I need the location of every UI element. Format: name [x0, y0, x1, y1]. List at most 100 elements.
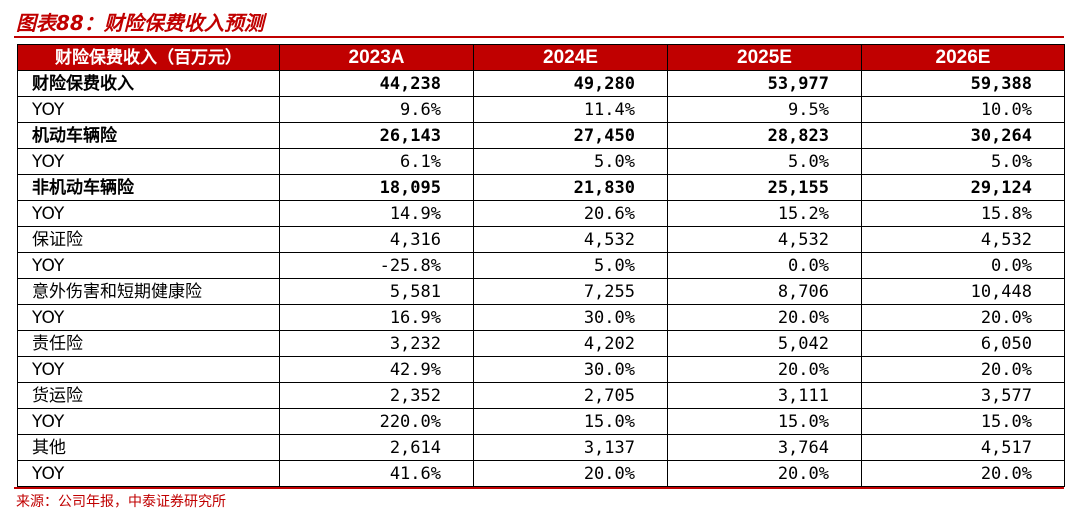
value-cell: 20.6%	[473, 200, 668, 227]
table-row: YOY 9.6% 11.4% 9.5% 10.0%	[17, 96, 1065, 123]
row-label: 保证险	[17, 226, 280, 253]
value-cell: 5.0%	[473, 252, 668, 279]
row-label: YOY	[17, 200, 280, 227]
row-label: YOY	[17, 408, 280, 435]
table-row: 意外伤害和短期健康险 5,581 7,255 8,706 10,448	[17, 278, 1065, 305]
table-row: YOY 6.1% 5.0% 5.0% 5.0%	[17, 148, 1065, 175]
table-row: YOY 42.9% 30.0% 20.0% 20.0%	[17, 356, 1065, 383]
value-cell: 3,764	[667, 434, 862, 461]
value-cell: 27,450	[473, 122, 668, 149]
header-cell-2025e: 2025E	[667, 44, 862, 71]
value-cell: 20.0%	[667, 304, 862, 331]
value-cell: 5,581	[279, 278, 474, 305]
row-label: YOY	[17, 148, 280, 175]
value-cell: 4,532	[861, 226, 1065, 253]
table-row: 财险保费收入 44,238 49,280 53,977 59,388	[17, 70, 1065, 97]
value-cell: 20.0%	[861, 356, 1065, 383]
value-cell: 3,111	[667, 382, 862, 409]
table-body: 财险保费收入 44,238 49,280 53,977 59,388 YOY 9.6% 11.…	[17, 70, 1065, 487]
value-cell: 20.0%	[667, 356, 862, 383]
value-cell: 4,532	[473, 226, 668, 253]
figure-title-bar: 图表88：财险保费收入预测	[0, 0, 1080, 38]
value-cell: 5.0%	[667, 148, 862, 175]
value-cell: 26,143	[279, 122, 474, 149]
row-label: 机动车辆险	[17, 122, 280, 149]
row-label: YOY	[17, 460, 280, 487]
value-cell: 21,830	[473, 174, 668, 201]
table-row: 保证险 4,316 4,532 4,532 4,532	[17, 226, 1065, 253]
value-cell: 14.9%	[279, 200, 474, 227]
value-cell: 10,448	[861, 278, 1065, 305]
value-cell: 20.0%	[861, 304, 1065, 331]
value-cell: 20.0%	[473, 460, 668, 487]
source-divider	[14, 487, 1064, 489]
table-header-row: 财险保费收入（百万元） 2023A 2024E 2025E 2026E	[17, 44, 1065, 71]
source-note: 来源：公司年报，中泰证券研究所	[16, 494, 226, 510]
title-divider	[14, 36, 1064, 38]
value-cell: 9.5%	[667, 96, 862, 123]
value-cell: 3,577	[861, 382, 1065, 409]
row-label: YOY	[17, 304, 280, 331]
value-cell: 4,202	[473, 330, 668, 357]
value-cell: 44,238	[279, 70, 474, 97]
value-cell: 9.6%	[279, 96, 474, 123]
value-cell: 42.9%	[279, 356, 474, 383]
value-cell: 3,232	[279, 330, 474, 357]
value-cell: 4,532	[667, 226, 862, 253]
value-cell: 2,352	[279, 382, 474, 409]
value-cell: 3,137	[473, 434, 668, 461]
header-cell-label: 财险保费收入（百万元）	[17, 44, 280, 71]
row-label: 意外伤害和短期健康险	[17, 278, 280, 305]
value-cell: 2,614	[279, 434, 474, 461]
value-cell: 6.1%	[279, 148, 474, 175]
value-cell: 53,977	[667, 70, 862, 97]
value-cell: 5.0%	[861, 148, 1065, 175]
value-cell: 49,280	[473, 70, 668, 97]
value-cell: 0.0%	[861, 252, 1065, 279]
table-row: 机动车辆险 26,143 27,450 28,823 30,264	[17, 122, 1065, 149]
row-label: YOY	[17, 252, 280, 279]
value-cell: 15.8%	[861, 200, 1065, 227]
header-cell-2024e: 2024E	[473, 44, 668, 71]
row-label: YOY	[17, 96, 280, 123]
figure-title: 图表88：财险保费收入预测	[16, 11, 264, 35]
value-cell: 5,042	[667, 330, 862, 357]
value-cell: 5.0%	[473, 148, 668, 175]
table-row: YOY 41.6% 20.0% 20.0% 20.0%	[17, 460, 1065, 487]
value-cell: 30.0%	[473, 356, 668, 383]
value-cell: 25,155	[667, 174, 862, 201]
table-row: 非机动车辆险 18,095 21,830 25,155 29,124	[17, 174, 1065, 201]
row-label: 货运险	[17, 382, 280, 409]
value-cell: 41.6%	[279, 460, 474, 487]
value-cell: 4,517	[861, 434, 1065, 461]
value-cell: 20.0%	[861, 460, 1065, 487]
value-cell: 30,264	[861, 122, 1065, 149]
row-label: YOY	[17, 356, 280, 383]
header-cell-2023a: 2023A	[279, 44, 474, 71]
table-row: 其他 2,614 3,137 3,764 4,517	[17, 434, 1065, 461]
value-cell: 15.0%	[667, 408, 862, 435]
value-cell: 30.0%	[473, 304, 668, 331]
value-cell: 7,255	[473, 278, 668, 305]
row-label: 责任险	[17, 330, 280, 357]
value-cell: 2,705	[473, 382, 668, 409]
value-cell: 0.0%	[667, 252, 862, 279]
table-row: 货运险 2,352 2,705 3,111 3,577	[17, 382, 1065, 409]
row-label: 非机动车辆险	[17, 174, 280, 201]
value-cell: 29,124	[861, 174, 1065, 201]
value-cell: 18,095	[279, 174, 474, 201]
value-cell: 10.0%	[861, 96, 1065, 123]
premium-forecast-table: 财险保费收入（百万元） 2023A 2024E 2025E 2026E 财险保费…	[17, 44, 1065, 487]
value-cell: 15.0%	[473, 408, 668, 435]
table-row: YOY 220.0% 15.0% 15.0% 15.0%	[17, 408, 1065, 435]
value-cell: 16.9%	[279, 304, 474, 331]
value-cell: 15.2%	[667, 200, 862, 227]
header-cell-2026e: 2026E	[861, 44, 1065, 71]
value-cell: 20.0%	[667, 460, 862, 487]
table-row: YOY 14.9% 20.6% 15.2% 15.8%	[17, 200, 1065, 227]
table-row: YOY 16.9% 30.0% 20.0% 20.0%	[17, 304, 1065, 331]
table-row: 责任险 3,232 4,202 5,042 6,050	[17, 330, 1065, 357]
value-cell: 59,388	[861, 70, 1065, 97]
value-cell: -25.8%	[279, 252, 474, 279]
value-cell: 220.0%	[279, 408, 474, 435]
